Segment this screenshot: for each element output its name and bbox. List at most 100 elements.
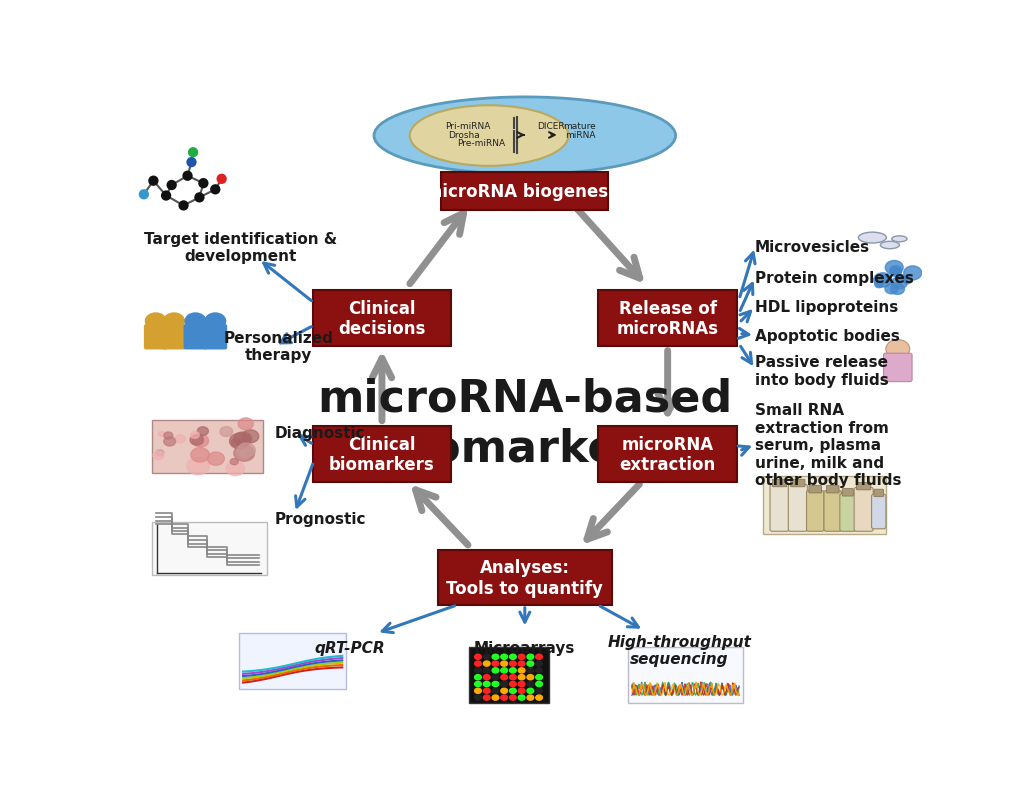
Circle shape xyxy=(518,674,525,680)
Circle shape xyxy=(231,439,241,447)
FancyBboxPatch shape xyxy=(152,522,267,575)
Text: Pri-miRNA: Pri-miRNA xyxy=(445,121,490,131)
Text: Apoptotic bodies: Apoptotic bodies xyxy=(755,328,900,343)
Circle shape xyxy=(518,661,525,666)
FancyBboxPatch shape xyxy=(856,483,870,490)
Circle shape xyxy=(187,457,210,475)
FancyBboxPatch shape xyxy=(807,491,824,532)
Circle shape xyxy=(527,682,534,687)
Circle shape xyxy=(527,674,534,680)
Circle shape xyxy=(185,314,206,330)
Circle shape xyxy=(475,674,481,680)
Circle shape xyxy=(518,688,525,694)
Circle shape xyxy=(175,435,185,444)
Circle shape xyxy=(475,695,481,700)
Circle shape xyxy=(190,448,209,463)
Circle shape xyxy=(890,269,901,277)
Circle shape xyxy=(493,674,499,680)
Point xyxy=(185,147,202,160)
Circle shape xyxy=(483,668,490,673)
Circle shape xyxy=(190,431,200,439)
Circle shape xyxy=(493,695,499,700)
Ellipse shape xyxy=(858,233,887,244)
FancyBboxPatch shape xyxy=(763,476,886,535)
Point xyxy=(158,190,174,203)
Point xyxy=(191,192,208,205)
Text: High-throughput
sequencing: High-throughput sequencing xyxy=(607,634,752,666)
Text: Passive release
into body fluids: Passive release into body fluids xyxy=(755,354,889,387)
FancyBboxPatch shape xyxy=(873,489,884,497)
Point xyxy=(207,184,223,196)
Text: Microarrays: Microarrays xyxy=(474,640,575,655)
Circle shape xyxy=(493,682,499,687)
Circle shape xyxy=(518,668,525,673)
Circle shape xyxy=(226,462,245,476)
Text: Small RNA
extraction from
serum, plasma
urine, milk and
other body fluids: Small RNA extraction from serum, plasma … xyxy=(755,403,901,488)
Circle shape xyxy=(510,682,516,687)
Circle shape xyxy=(536,654,543,659)
Circle shape xyxy=(890,266,901,275)
Circle shape xyxy=(220,427,232,437)
Text: Analyses:
Tools to quantify: Analyses: Tools to quantify xyxy=(446,558,603,597)
FancyBboxPatch shape xyxy=(312,291,452,346)
Text: DICER: DICER xyxy=(537,121,564,131)
Circle shape xyxy=(493,654,499,659)
Circle shape xyxy=(527,661,534,666)
Circle shape xyxy=(501,654,508,659)
Circle shape xyxy=(527,654,534,659)
FancyBboxPatch shape xyxy=(871,495,886,529)
FancyBboxPatch shape xyxy=(854,488,873,532)
Text: qRT-PCR: qRT-PCR xyxy=(315,640,385,655)
FancyBboxPatch shape xyxy=(826,486,839,493)
Circle shape xyxy=(885,285,898,294)
Text: Clinical
biomarkers: Clinical biomarkers xyxy=(329,435,435,474)
Circle shape xyxy=(527,695,534,700)
Circle shape xyxy=(501,668,508,673)
Circle shape xyxy=(536,695,543,700)
Circle shape xyxy=(483,661,490,666)
Circle shape xyxy=(510,688,516,694)
Circle shape xyxy=(475,688,481,694)
FancyBboxPatch shape xyxy=(824,491,842,532)
Circle shape xyxy=(493,661,499,666)
Circle shape xyxy=(510,661,516,666)
FancyBboxPatch shape xyxy=(143,325,168,350)
Circle shape xyxy=(493,668,499,673)
Circle shape xyxy=(510,668,516,673)
Circle shape xyxy=(230,459,239,465)
Circle shape xyxy=(159,431,165,437)
Circle shape xyxy=(205,314,225,330)
Circle shape xyxy=(493,688,499,694)
FancyBboxPatch shape xyxy=(162,325,186,350)
Circle shape xyxy=(246,452,254,458)
FancyBboxPatch shape xyxy=(791,480,805,487)
Circle shape xyxy=(527,668,534,673)
Text: Pre-miRNA: Pre-miRNA xyxy=(458,140,506,148)
Circle shape xyxy=(536,688,543,694)
Circle shape xyxy=(190,435,204,446)
FancyBboxPatch shape xyxy=(598,427,737,482)
Circle shape xyxy=(164,437,175,447)
Circle shape xyxy=(483,682,490,687)
Point xyxy=(183,156,200,169)
Circle shape xyxy=(164,432,173,439)
Circle shape xyxy=(198,427,209,436)
Circle shape xyxy=(483,654,490,659)
FancyBboxPatch shape xyxy=(312,427,452,482)
Circle shape xyxy=(501,695,508,700)
Circle shape xyxy=(510,695,516,700)
Circle shape xyxy=(892,277,907,290)
Circle shape xyxy=(229,434,250,449)
Circle shape xyxy=(904,266,922,281)
FancyBboxPatch shape xyxy=(598,291,737,346)
Point xyxy=(213,173,229,186)
Text: Diagnostic: Diagnostic xyxy=(274,425,366,440)
Point xyxy=(196,177,212,190)
FancyBboxPatch shape xyxy=(469,647,549,703)
Circle shape xyxy=(518,695,525,700)
Circle shape xyxy=(233,445,255,462)
FancyBboxPatch shape xyxy=(884,354,912,383)
Ellipse shape xyxy=(881,242,899,249)
Circle shape xyxy=(903,277,912,284)
FancyBboxPatch shape xyxy=(183,325,207,350)
